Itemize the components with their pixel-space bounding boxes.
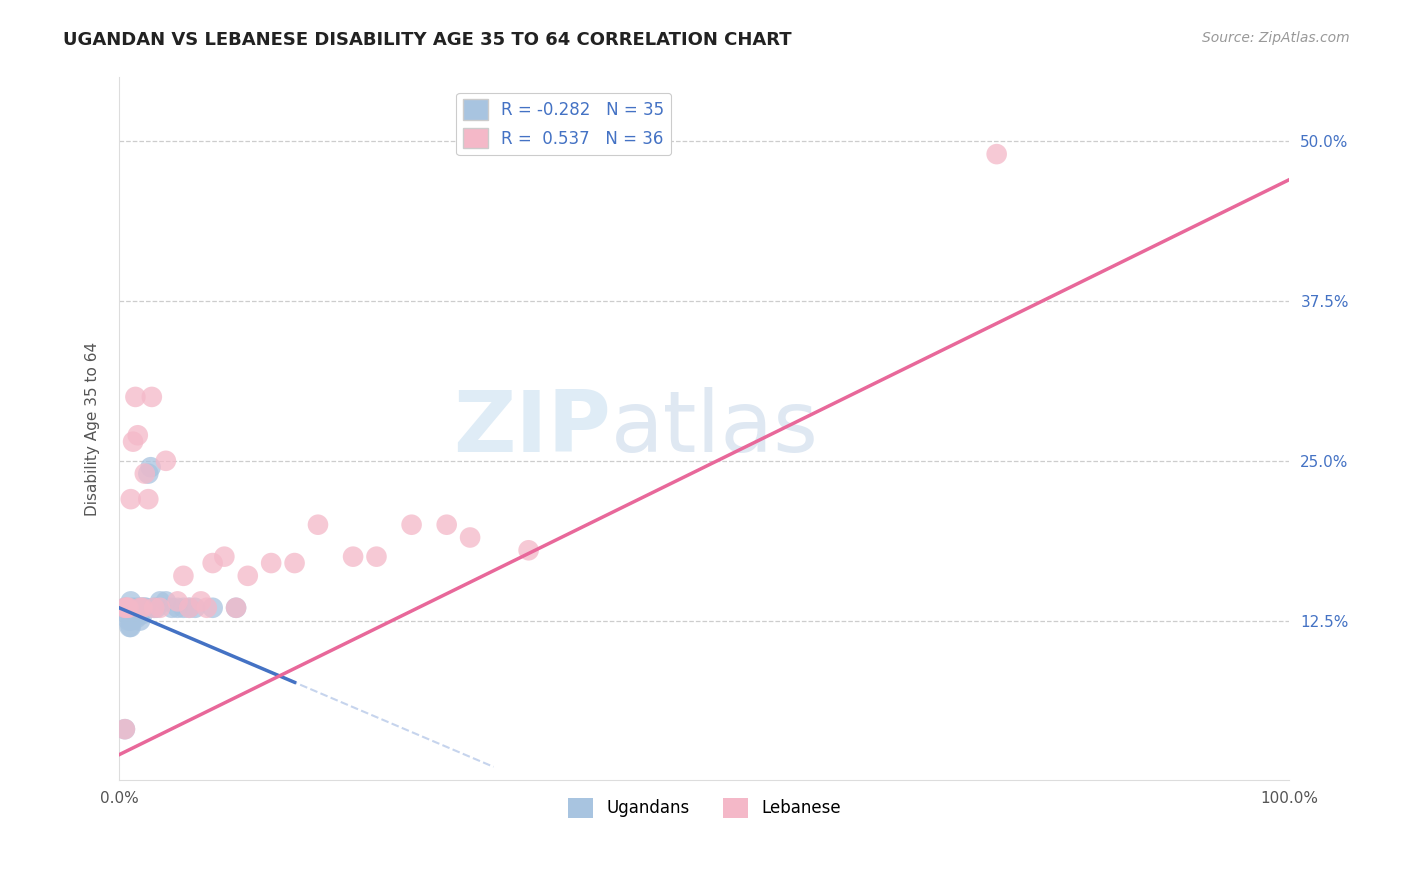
Point (120, 492, 142, 507)
Point (122, 434, 145, 449)
Point (122, 600, 145, 615)
Point (127, 600, 149, 615)
Point (184, 600, 207, 615)
Point (366, 549, 388, 564)
Point (172, 569, 194, 583)
Point (149, 600, 172, 615)
Point (120, 594, 142, 608)
Point (458, 531, 481, 545)
Point (114, 600, 136, 615)
Point (166, 600, 188, 615)
Point (149, 594, 172, 608)
Point (225, 600, 247, 615)
Point (342, 549, 364, 564)
Point (236, 569, 259, 583)
Point (115, 607, 138, 622)
Point (118, 620, 141, 634)
Point (201, 600, 224, 615)
Point (125, 611, 148, 625)
Point (145, 600, 167, 615)
Point (155, 594, 177, 608)
Point (136, 492, 159, 507)
Point (124, 390, 146, 404)
Point (172, 600, 194, 615)
Point (260, 556, 283, 570)
Point (139, 460, 162, 475)
Point (284, 556, 307, 570)
Point (120, 614, 142, 628)
Text: Source: ZipAtlas.com: Source: ZipAtlas.com (1202, 31, 1350, 45)
Text: UGANDAN VS LEBANESE DISABILITY AGE 35 TO 64 CORRELATION CHART: UGANDAN VS LEBANESE DISABILITY AGE 35 TO… (63, 31, 792, 49)
Point (131, 600, 153, 615)
Point (131, 607, 153, 622)
Point (436, 517, 458, 532)
Point (136, 467, 159, 481)
Point (127, 428, 149, 442)
Point (128, 607, 150, 622)
Point (114, 722, 136, 736)
Point (122, 607, 145, 622)
Legend: Ugandans, Lebanese: Ugandans, Lebanese (561, 791, 848, 825)
Point (117, 614, 139, 628)
Point (143, 600, 166, 615)
Point (225, 600, 247, 615)
Point (517, 543, 540, 558)
Point (125, 605, 148, 619)
Point (166, 594, 188, 608)
Point (129, 600, 152, 615)
Point (401, 517, 423, 532)
Point (115, 600, 138, 615)
Point (134, 467, 156, 481)
Point (114, 600, 136, 615)
Point (120, 620, 142, 634)
Point (190, 594, 212, 608)
Point (143, 600, 166, 615)
Point (179, 600, 201, 615)
Point (131, 600, 153, 615)
Point (120, 607, 142, 622)
Point (986, 147, 1008, 161)
Point (129, 600, 152, 615)
Point (201, 556, 224, 570)
Point (160, 600, 183, 615)
Point (134, 600, 156, 615)
Text: ZIP: ZIP (453, 387, 610, 470)
Point (124, 609, 146, 624)
Point (115, 600, 138, 615)
Point (135, 600, 157, 615)
Point (195, 600, 218, 615)
Point (179, 600, 201, 615)
Point (117, 600, 139, 615)
Text: atlas: atlas (610, 387, 818, 470)
Point (155, 454, 177, 468)
Point (307, 517, 329, 532)
Point (141, 390, 163, 404)
Point (214, 549, 236, 564)
Point (129, 614, 152, 628)
Point (114, 722, 136, 736)
Y-axis label: Disability Age 35 to 64: Disability Age 35 to 64 (86, 342, 100, 516)
